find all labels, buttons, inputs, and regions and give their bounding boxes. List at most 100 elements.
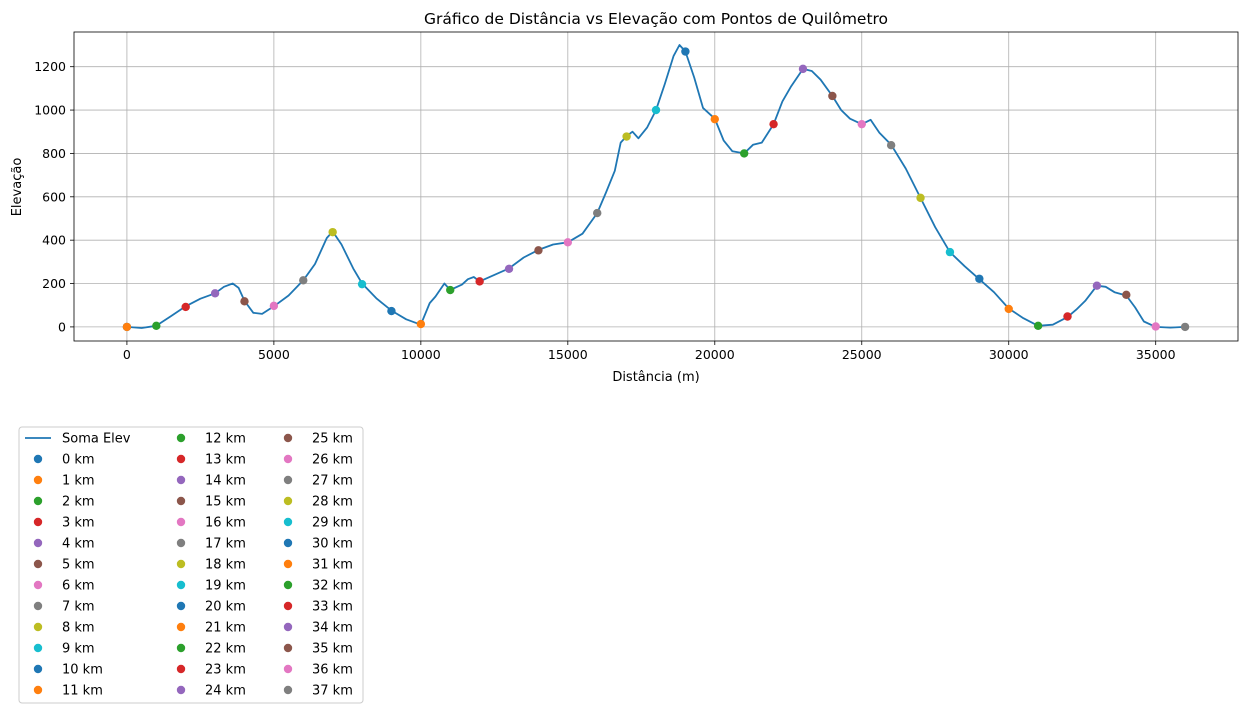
y-axis-ticks: 0 200 400 600 800 1000 1200 (34, 59, 74, 334)
legend-label: 17 km (205, 537, 246, 552)
y-axis-label: Elevação (10, 158, 25, 217)
km-point (1151, 322, 1160, 331)
legend-marker (33, 622, 43, 632)
legend-label: 36 km (312, 663, 353, 678)
km-point (651, 105, 661, 115)
km-point (769, 119, 778, 129)
legend-marker (283, 433, 293, 443)
legend-label: 35 km (312, 642, 353, 657)
km-point (975, 274, 984, 283)
y-tick-label: 400 (42, 233, 66, 248)
legend-label: 11 km (62, 684, 103, 699)
km-point (152, 321, 161, 331)
legend-marker (176, 517, 186, 527)
km-point (475, 277, 484, 286)
legend-label: 25 km (312, 432, 353, 447)
legend-label: 20 km (205, 600, 246, 615)
y-tick-label: 200 (42, 276, 66, 291)
legend-label: 10 km (62, 663, 103, 678)
legend-label: 13 km (205, 453, 246, 468)
legend-marker (33, 664, 43, 674)
legend-marker (33, 601, 43, 611)
legend-label: 37 km (312, 684, 353, 699)
legend-label: 29 km (312, 516, 353, 531)
legend-label: 9 km (62, 642, 95, 657)
legend-marker (283, 454, 293, 464)
legend-label: 32 km (312, 579, 353, 594)
legend-marker (283, 517, 293, 527)
legend-label: 30 km (312, 537, 353, 552)
legend-label: 34 km (312, 621, 353, 636)
legend-label: 26 km (312, 453, 353, 468)
legend-marker (33, 685, 43, 695)
x-tick-label: 30000 (989, 347, 1029, 362)
legend-marker (176, 664, 186, 674)
km-point (357, 279, 367, 289)
legend-marker (283, 622, 293, 632)
legend-marker (283, 496, 293, 506)
legend-marker (176, 433, 186, 443)
x-axis-label: Distância (m) (612, 370, 699, 385)
legend-label: 21 km (205, 621, 246, 636)
legend-label: 6 km (62, 579, 95, 594)
km-point (446, 285, 455, 295)
legend-marker (176, 580, 186, 590)
km-point (504, 264, 514, 273)
km-point (387, 306, 396, 316)
x-tick-label: 25000 (842, 347, 882, 362)
legend-marker (33, 475, 43, 485)
legend-marker (33, 454, 43, 464)
km-point (739, 149, 749, 158)
km-point (798, 64, 808, 74)
legend-label: 22 km (205, 642, 246, 657)
y-tick-label: 0 (58, 319, 66, 334)
x-tick-label: 10000 (401, 347, 441, 362)
km-point (828, 91, 837, 101)
legend-marker (176, 685, 186, 695)
legend: Soma Elev 0 km 1 km 2 km 3 km 4 km 5 km 6 km 7 k… (18, 426, 364, 704)
km-point (328, 227, 337, 237)
legend-label: 16 km (205, 516, 246, 531)
km-point (886, 140, 896, 150)
km-point (416, 319, 426, 329)
legend-label: 33 km (312, 600, 353, 615)
y-tick-label: 1200 (34, 59, 66, 74)
legend-marker (176, 475, 186, 485)
km-point (857, 119, 866, 129)
legend-label: 23 km (205, 663, 246, 678)
legend-marker (176, 496, 186, 506)
legend-label: 7 km (62, 600, 95, 615)
km-point (1122, 290, 1131, 300)
legend-marker (33, 517, 43, 527)
legend-marker (33, 538, 43, 548)
km-point (1033, 321, 1043, 331)
legend-marker (283, 643, 293, 653)
km-point (681, 47, 690, 56)
legend-label: 31 km (312, 558, 353, 573)
legend-label: 5 km (62, 558, 95, 573)
legend-marker (283, 559, 293, 569)
legend-label: 12 km (205, 432, 246, 447)
legend-marker (176, 643, 186, 653)
legend-label: 8 km (62, 621, 95, 636)
km-point (1063, 312, 1072, 321)
legend-label: 3 km (62, 516, 95, 531)
legend-marker (176, 559, 186, 569)
legend-marker (33, 496, 43, 506)
km-point (269, 301, 279, 311)
km-point (210, 289, 220, 298)
legend-marker (33, 643, 43, 653)
x-tick-label: 5000 (258, 347, 290, 362)
km-point (181, 302, 190, 312)
km-point (299, 276, 308, 285)
legend-marker (176, 454, 186, 464)
x-tick-label: 20000 (695, 347, 735, 362)
legend-marker (283, 601, 293, 611)
km-point (916, 193, 925, 203)
legend-label: 4 km (62, 537, 95, 552)
km-point (593, 208, 602, 218)
legend-marker (283, 685, 293, 695)
plot-frame (73, 31, 1239, 342)
x-tick-label: 15000 (548, 347, 588, 362)
